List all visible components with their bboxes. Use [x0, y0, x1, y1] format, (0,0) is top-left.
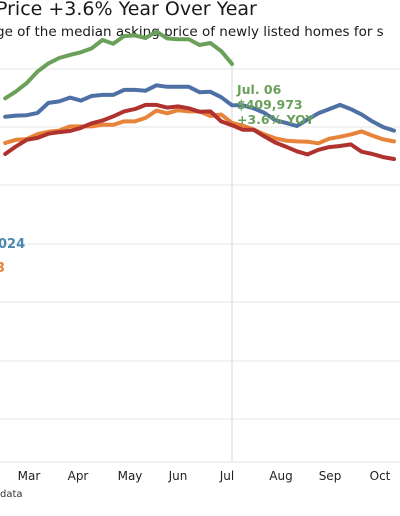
series-label-blue: 024 [0, 237, 25, 252]
x-tick-label: Sep [319, 469, 342, 483]
x-axis-labels: Mar Apr May Jun Jul Aug Sep Oct [18, 469, 391, 483]
series-line-0 [3, 29, 234, 101]
series-line-1 [3, 83, 396, 133]
series-lines [3, 29, 396, 161]
chart-title: Price +3.6% Year Over Year [0, 0, 257, 20]
x-tick-label: Jun [168, 469, 188, 483]
x-tick-label: May [118, 469, 143, 483]
gridlines [0, 68, 400, 463]
series-line-3 [3, 102, 396, 161]
series-label-orange: 3 [0, 261, 5, 276]
source-note: data [0, 489, 23, 500]
x-tick-label: Oct [370, 469, 391, 483]
annotation-yoy: +3.6% YOY [237, 112, 315, 127]
annotation-price: $409,973 [237, 97, 303, 112]
x-tick-label: Mar [18, 469, 41, 483]
chart-subtitle: ge of the median asking price of newly l… [0, 24, 384, 40]
x-tick-label: Apr [68, 469, 89, 483]
x-tick-label: Jul [219, 469, 234, 483]
x-tick-label: Aug [269, 469, 292, 483]
annotation-date: Jul. 06 [236, 82, 282, 97]
